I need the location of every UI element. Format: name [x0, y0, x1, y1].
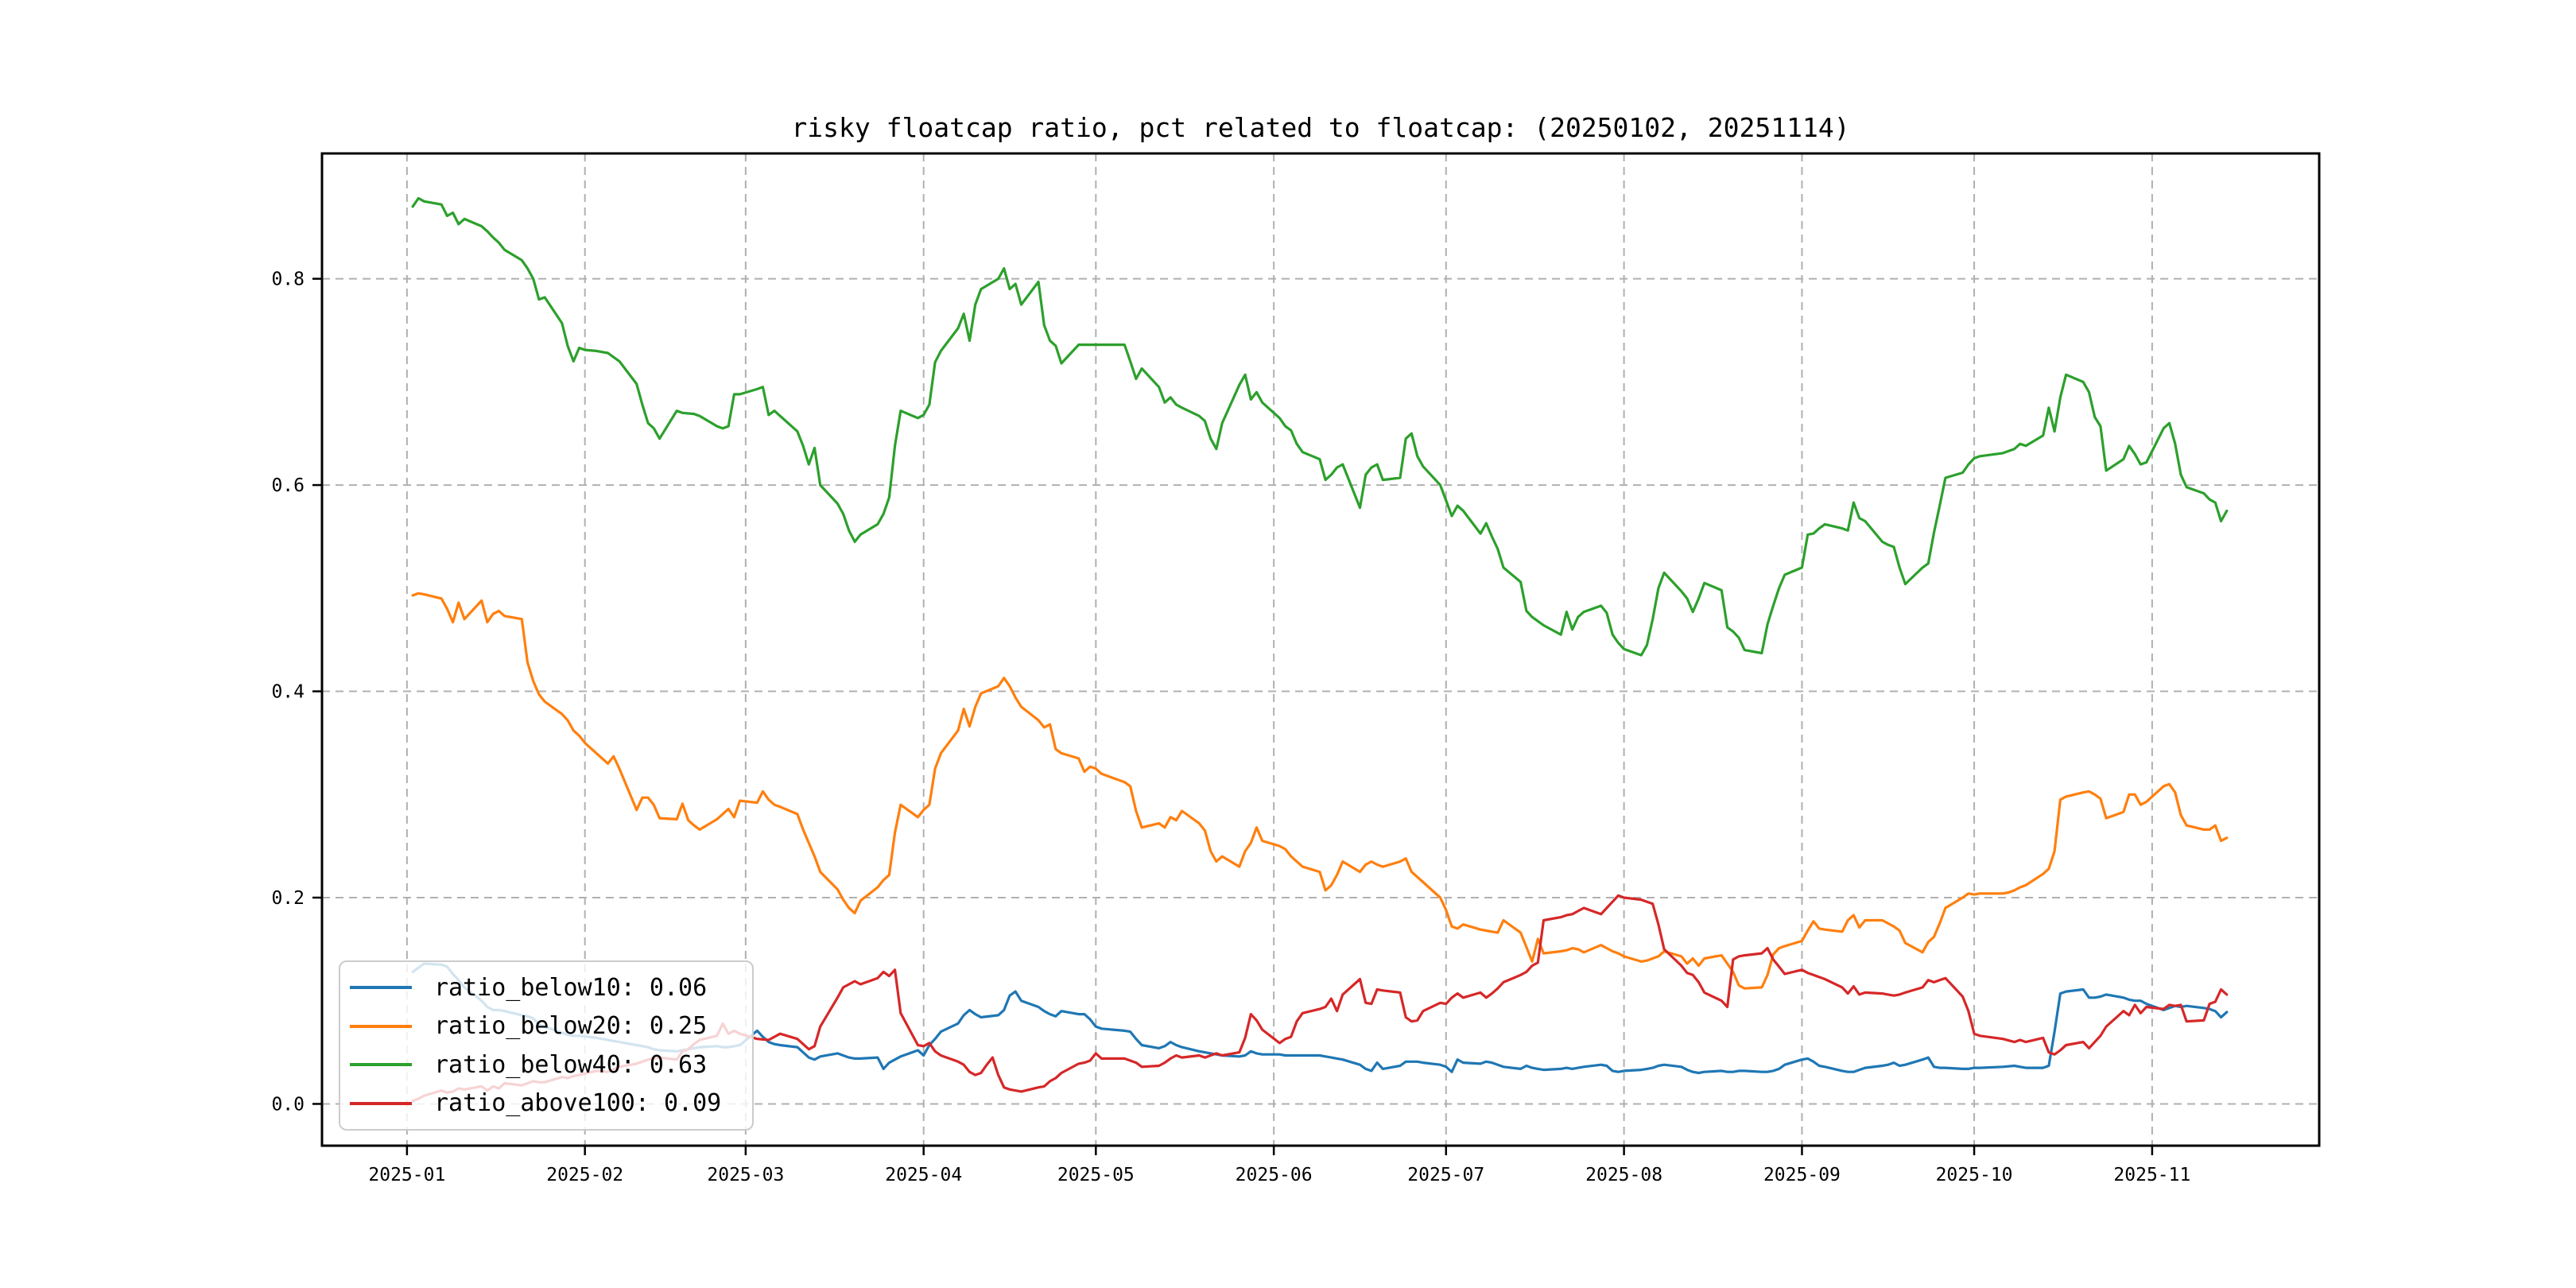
x-tick-label-2025-02: 2025-02	[546, 1165, 623, 1185]
legend-item-label: ratio_below20: 0.25	[434, 1012, 708, 1041]
y-tick-label-0.0: 0.0	[271, 1094, 305, 1115]
series-line-ratio_below20	[411, 592, 2229, 990]
x-tick-label-2025-03: 2025-03	[707, 1165, 784, 1185]
legend: ratio_below10: 0.06 ratio_below20: 0.25 ra…	[339, 960, 754, 1131]
x-tick-label-2025-01: 2025-01	[368, 1165, 445, 1185]
legend-item-label: ratio_above100: 0.09	[434, 1089, 722, 1118]
legend-item: ratio_below10: 0.06	[350, 970, 752, 1005]
x-tick-label-2025-06: 2025-06	[1236, 1165, 1313, 1185]
y-tick-label-0.6: 0.6	[271, 475, 305, 496]
y-tick-label-0.8: 0.8	[271, 270, 305, 290]
y-tick-label-0.4: 0.4	[271, 682, 305, 703]
x-tick-label-2025-08: 2025-08	[1585, 1165, 1662, 1185]
chart-title: risky floatcap ratio, pct related to flo…	[791, 112, 1850, 143]
legend-item: ratio_above100: 0.09	[350, 1086, 752, 1121]
x-tick-label-2025-04: 2025-04	[885, 1165, 962, 1185]
x-tick-label-2025-10: 2025-10	[1936, 1165, 2013, 1185]
legend-item: ratio_below20: 0.25	[350, 1009, 752, 1044]
x-tick-label-2025-07: 2025-07	[1407, 1165, 1484, 1185]
legend-line-swatch	[350, 1101, 412, 1105]
legend-item-label: ratio_below40: 0.63	[434, 1050, 708, 1079]
x-tick-label-2025-05: 2025-05	[1057, 1165, 1135, 1185]
x-tick-label-2025-11: 2025-11	[2113, 1165, 2190, 1185]
x-tick-label-2025-09: 2025-09	[1763, 1165, 1841, 1185]
y-tick-label-0.2: 0.2	[271, 888, 305, 909]
legend-line-swatch	[350, 1063, 412, 1067]
legend-item: ratio_below40: 0.63	[350, 1047, 752, 1082]
legend-line-swatch	[350, 986, 412, 990]
legend-item-label: ratio_below10: 0.06	[434, 973, 708, 1002]
legend-line-swatch	[350, 1024, 412, 1028]
plot-spines	[320, 152, 2321, 1147]
series-line-ratio_below40	[411, 196, 2229, 657]
